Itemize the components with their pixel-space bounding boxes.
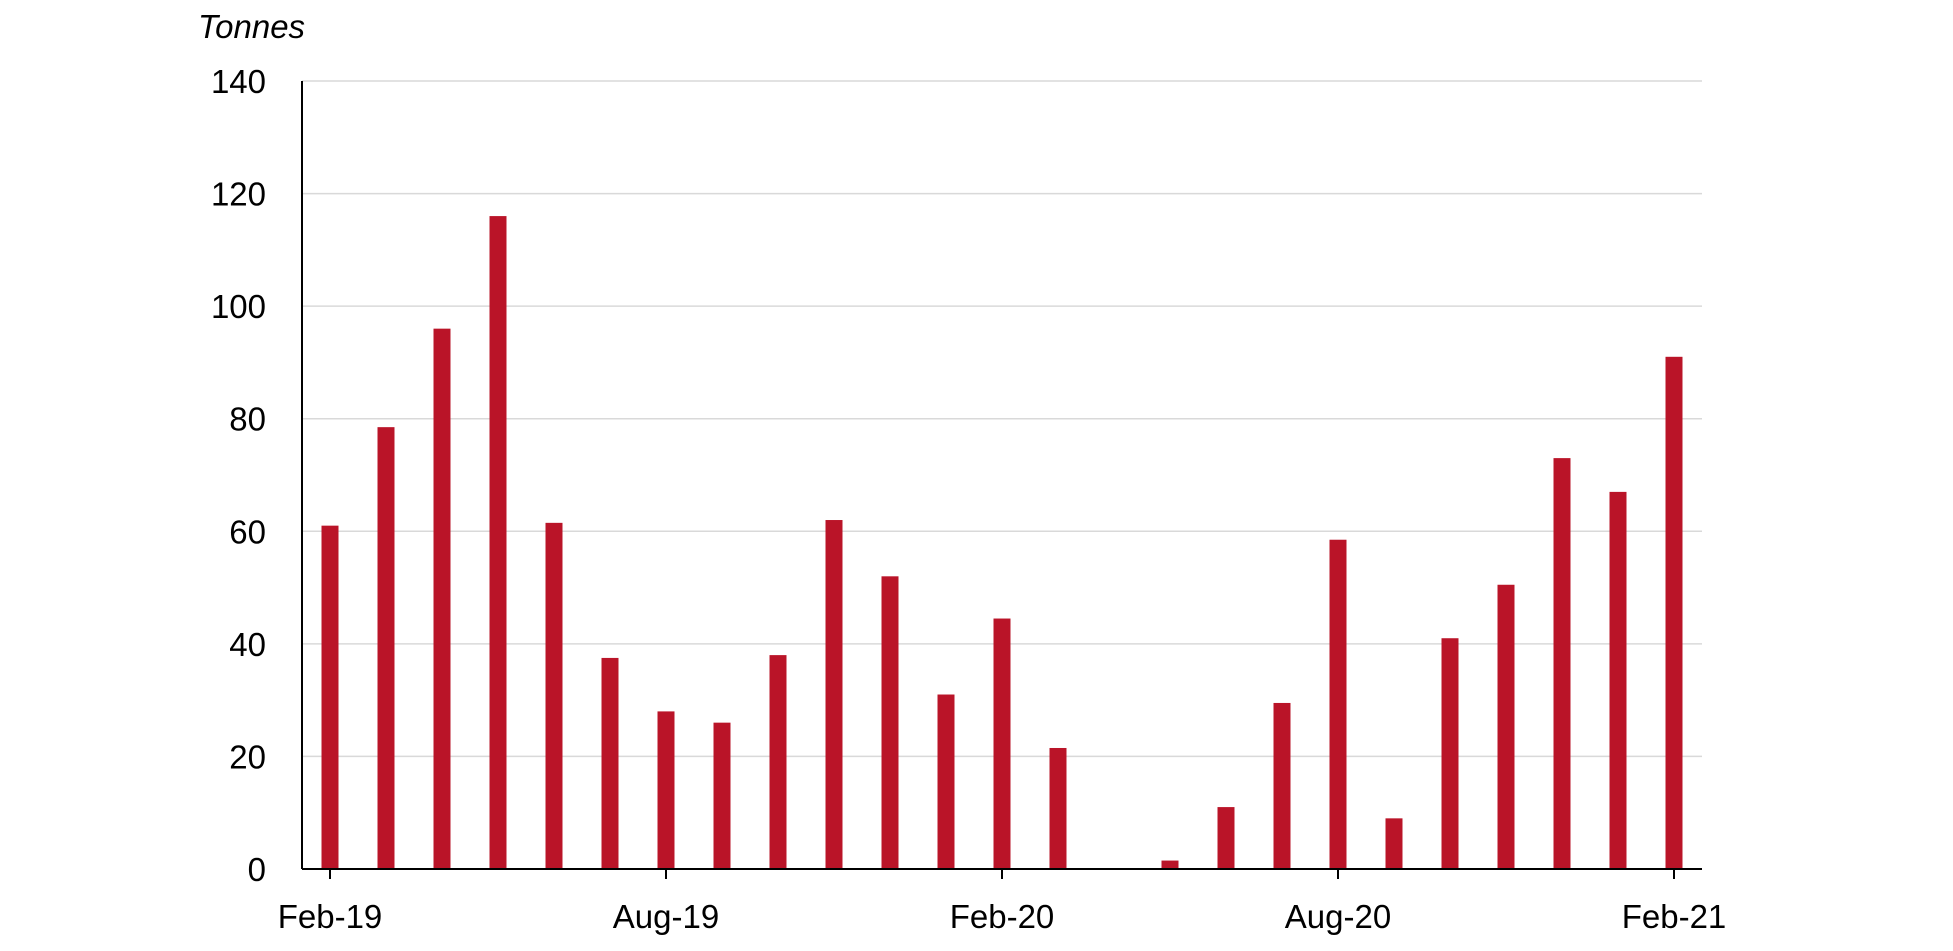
axes [301,81,1702,879]
y-tick-label: 60 [229,513,266,550]
bar: Feb-21: 91 [1665,356,1683,869]
y-tick-label: 20 [229,738,266,775]
bar: Jun-19: 61.5 [545,522,563,869]
bar: Jul-20: 29.5 [1273,702,1291,869]
bar: Nov-19: 62 [825,520,843,869]
bar: Dec-20: 73 [1553,458,1571,869]
x-tick-label: Feb-19 [278,898,383,935]
bar: Sep-19: 26 [713,722,731,869]
bars: Feb-19: 61 Mar-19: 78.5 Apr-19: 96 May-19: … [321,216,1683,870]
bar: Jan-20: 31 [937,694,955,869]
y-tick-label: 40 [229,626,266,663]
bar: Jan-21: 67 [1609,491,1627,869]
bar: Sep-20: 9 [1385,818,1403,869]
bar: Mar-19: 78.5 [377,427,395,869]
bar: Aug-20: 58.5 [1329,539,1347,869]
bar: Aug-19: 28 [657,711,675,869]
bar: Jun-20: 11 [1217,807,1235,869]
bar: Oct-20: 41 [1441,638,1459,869]
gridlines [302,80,1702,758]
bar: Feb-19: 61 [321,525,339,869]
y-tick-label: 140 [211,63,266,100]
bar: Feb-20: 44.5 [993,618,1011,869]
bar: Dec-19: 52 [881,576,899,869]
bar: Apr-19: 96 [433,328,451,870]
x-tick-label: Feb-21 [1622,898,1727,935]
y-tick-labels: 0 20 40 60 80 100 120 140 [211,63,266,888]
bar: May-19: 116 [489,216,507,870]
y-tick-label: 80 [229,401,266,438]
bar: Mar-20: 21.5 [1049,747,1067,869]
x-tick-labels: Feb-19 Aug-19 Feb-20 Aug-20 Feb-21 [278,898,1727,935]
y-tick-label: 120 [211,176,266,213]
y-tick-label: 0 [248,851,266,888]
bar: Jul-19: 37.5 [601,657,619,869]
bar: Oct-19: 38 [769,655,787,869]
x-tick-label: Aug-19 [613,898,719,935]
y-tick-label: 100 [211,288,266,325]
x-tick-label: Feb-20 [950,898,1055,935]
y-axis-unit-label: Tonnes [198,8,305,45]
bar: Nov-20: 50.5 [1497,584,1515,869]
bar: May-20: 1.5 [1161,860,1179,869]
x-tick-label: Aug-20 [1285,898,1391,935]
